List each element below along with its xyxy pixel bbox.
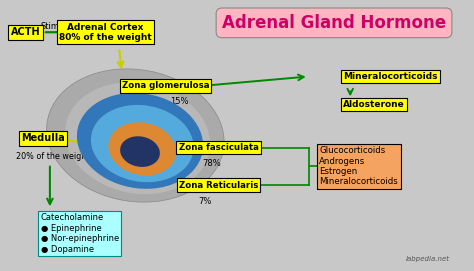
Text: Adrenal Gland Hormone: Adrenal Gland Hormone <box>222 14 446 32</box>
Text: Zona fasciculata: Zona fasciculata <box>179 143 258 152</box>
Text: Zona glomerulosa: Zona glomerulosa <box>122 81 209 91</box>
Text: 20% of the weight: 20% of the weight <box>16 153 89 162</box>
Text: ACTH: ACTH <box>10 27 40 37</box>
Text: 7%: 7% <box>198 197 211 206</box>
Text: Glucocorticoids
Androgens
Estrogen
Mineralocorticoids: Glucocorticoids Androgens Estrogen Miner… <box>319 146 398 186</box>
Text: Mineralocorticoids: Mineralocorticoids <box>343 72 438 81</box>
Ellipse shape <box>65 82 210 194</box>
Ellipse shape <box>46 69 224 202</box>
Text: Aldosterone: Aldosterone <box>343 100 405 109</box>
Ellipse shape <box>109 122 176 176</box>
Text: Catecholamine
● Epinephrine
● Nor-epinephrine
● Dopamine: Catecholamine ● Epinephrine ● Nor-epinep… <box>41 213 119 253</box>
Text: Adrenal Cortex
80% of the weight: Adrenal Cortex 80% of the weight <box>59 22 152 42</box>
Text: 15%: 15% <box>170 98 189 107</box>
Text: Medulla: Medulla <box>21 133 65 143</box>
Ellipse shape <box>120 136 160 167</box>
Ellipse shape <box>91 105 194 182</box>
Text: Stimulates: Stimulates <box>40 22 85 31</box>
Text: labpedia.net: labpedia.net <box>406 256 449 262</box>
Text: 78%: 78% <box>202 159 221 168</box>
Text: Zona Reticularis: Zona Reticularis <box>179 180 258 190</box>
Ellipse shape <box>77 93 203 189</box>
